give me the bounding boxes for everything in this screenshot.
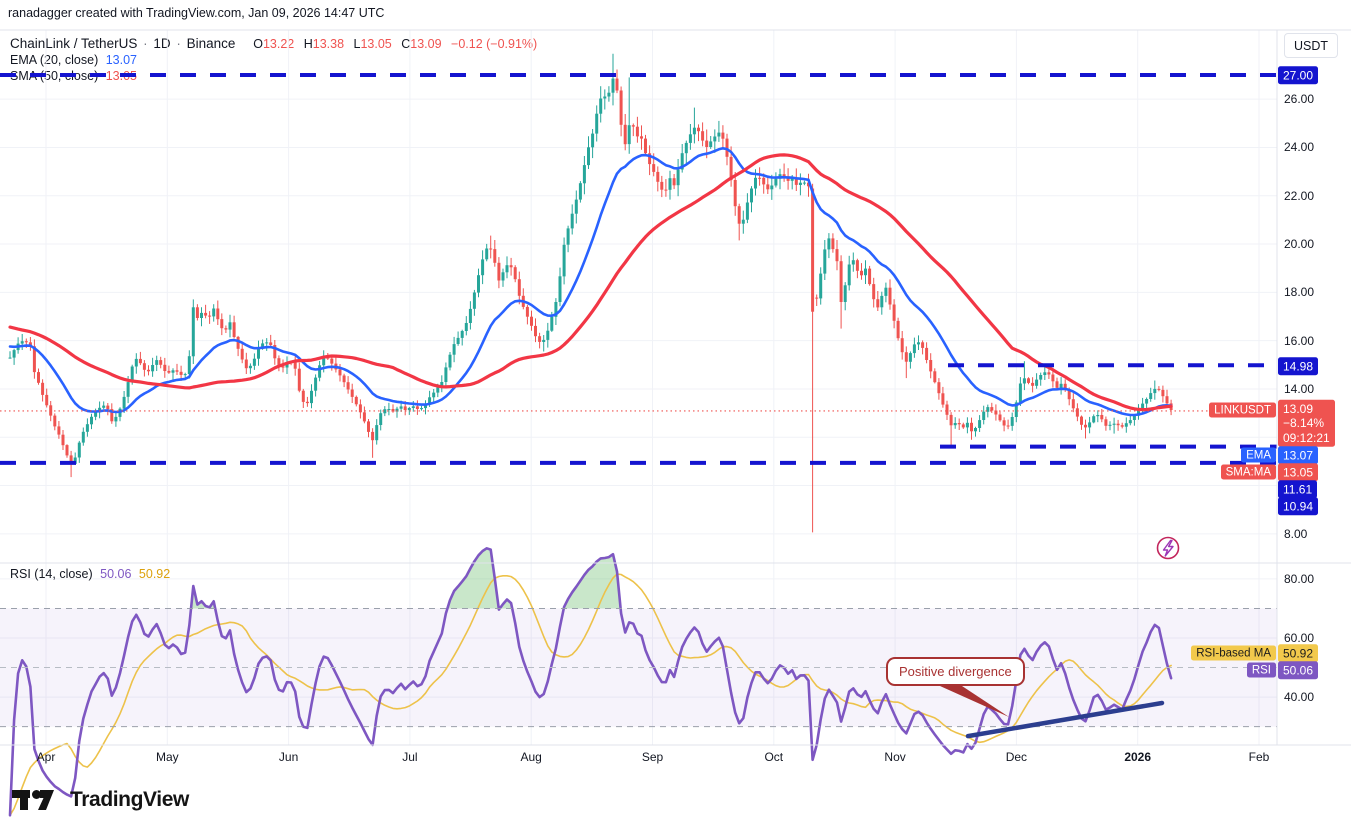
interval-label: 1D	[153, 36, 171, 51]
separator: ·	[143, 36, 148, 51]
rsi-tick-label: 60.00	[1284, 631, 1315, 645]
ema-line-label: EMA	[1241, 447, 1276, 463]
month-label-aug: Aug	[520, 750, 542, 764]
level-badge-11-61: 11.61	[1278, 480, 1318, 498]
price-tick-label: 8.00	[1284, 526, 1308, 541]
price-tick-label: 16.00	[1284, 333, 1315, 348]
month-label-may: May	[155, 750, 179, 764]
price-tick-label: 24.00	[1284, 140, 1315, 155]
close-label: C	[401, 37, 411, 51]
ema-value-badge: 13.07	[1278, 446, 1319, 464]
month-label-2026: 2026	[1124, 750, 1152, 764]
tradingview-logo-icon	[12, 790, 54, 810]
rsi-legend-value: 50.06	[100, 567, 132, 581]
time-axis[interactable]: Apr May Jun Jul Aug Sep Oct Nov Dec 2026 Feb	[0, 745, 1277, 770]
exchange-label: Binance	[186, 36, 236, 51]
ohlc-values: O13.22 H13.38 L13.05 C13.09 −0.12 (−0.91…	[247, 37, 537, 51]
rsi-legend: RSI (14, close) 50.06 50.92	[10, 567, 170, 581]
sma-label: SMA (50, close)	[10, 69, 99, 83]
symbol-price-line-label: LINKUSDT	[1209, 402, 1276, 418]
separator: ·	[176, 36, 181, 51]
high-value: 13.38	[312, 37, 345, 51]
rsi-ma-value-badge: 50.92	[1278, 644, 1319, 662]
level-badge-27: 27.00	[1278, 66, 1319, 84]
tradingview-logo[interactable]: TradingView	[8, 787, 189, 813]
last-price-badge: 13.09 −8.14% 09:12:21	[1278, 399, 1335, 447]
close-value: 13.09	[410, 37, 442, 51]
month-label-jun: Jun	[278, 750, 299, 764]
price-tick-label: 18.00	[1284, 285, 1315, 300]
month-label-dec: Dec	[1005, 750, 1028, 764]
open-value: 13.22	[262, 37, 295, 51]
lightning-icon[interactable]	[1156, 536, 1180, 560]
month-label-jul: Jul	[402, 750, 418, 764]
symbol-title: ChainLink / TetherUS	[10, 36, 138, 51]
rsi-ma-legend-value: 50.92	[138, 567, 171, 581]
price-tick-label: 14.00	[1284, 381, 1315, 396]
tradingview-logo-text: TradingView	[70, 788, 189, 811]
currency-unit-button[interactable]: USDT	[1284, 33, 1338, 58]
low-value: 13.05	[360, 37, 392, 51]
rsi-value-badge: 50.06	[1278, 661, 1319, 679]
rsi-tick-label: 40.00	[1284, 690, 1315, 705]
month-label-nov: Nov	[884, 750, 906, 764]
open-label: O	[253, 37, 263, 51]
level-badge-10-94: 10.94	[1278, 497, 1319, 515]
month-label-oct: Oct	[764, 750, 784, 764]
sma-value-badge: 13.05	[1278, 463, 1319, 481]
month-label-apr: Apr	[36, 750, 56, 764]
sma-line-label: SMA:MA	[1220, 464, 1276, 480]
low-label: L	[353, 37, 361, 51]
rsi-line-label: RSI	[1246, 662, 1276, 678]
price-tick-label: 20.00	[1284, 237, 1315, 252]
high-label: H	[303, 37, 313, 51]
month-label-sep: Sep	[641, 750, 664, 764]
change-value: −0.12 (−0.91%)	[451, 37, 538, 51]
rsi-label: RSI (14, close)	[10, 567, 93, 581]
rsi-ma-line-label: RSI-based MA	[1191, 645, 1276, 661]
rsi-tick-label: 80.00	[1284, 571, 1315, 586]
ema-label: EMA (20, close)	[10, 53, 99, 67]
month-label-feb: Feb	[1248, 750, 1270, 764]
price-legend: ChainLink / TetherUS · 1D · Binance O13.…	[10, 36, 537, 51]
ema-legend: EMA (20, close) 13.07	[10, 53, 137, 67]
ema-legend-value: 13.07	[105, 53, 137, 67]
level-badge-14-98: 14.98	[1278, 357, 1319, 375]
price-tick-label: 22.00	[1284, 188, 1315, 203]
price-tick-label: 26.00	[1284, 92, 1315, 107]
attribution-text: ranadagger created with TradingView.com,…	[8, 6, 385, 20]
positive-divergence-callout[interactable]: Positive divergence	[886, 657, 1025, 686]
